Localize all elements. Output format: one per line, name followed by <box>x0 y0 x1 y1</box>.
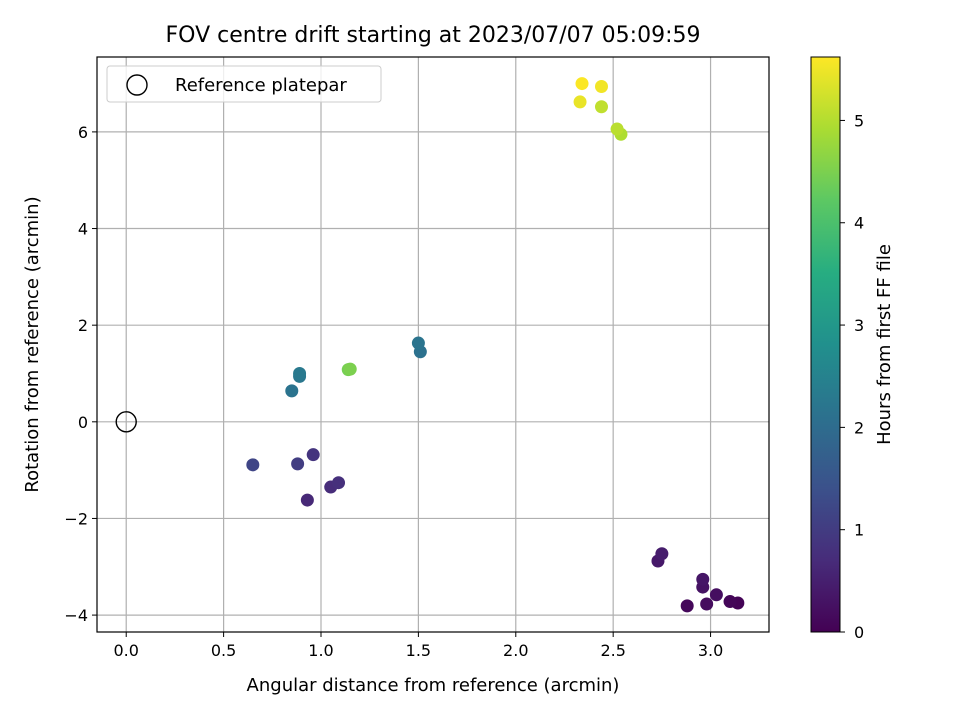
data-point <box>575 77 589 91</box>
data-point <box>293 366 307 380</box>
y-tick-label: −4 <box>64 606 88 625</box>
data-point <box>332 476 346 490</box>
y-tick-label: −2 <box>64 509 88 528</box>
chart-title: FOV centre drift starting at 2023/07/07 … <box>166 23 701 48</box>
y-tick-label: 2 <box>78 316 88 335</box>
y-tick-label: 4 <box>78 220 88 239</box>
data-points <box>246 77 745 613</box>
colorbar-tick-label: 0 <box>854 623 864 642</box>
colorbar-tick-label: 3 <box>854 316 864 335</box>
legend: Reference platepar <box>106 65 382 103</box>
data-point <box>300 493 314 507</box>
data-point <box>573 95 587 109</box>
data-point <box>291 457 305 471</box>
x-tick-label: 3.0 <box>698 641 723 660</box>
colorbar-tick-label: 2 <box>854 418 864 437</box>
data-point <box>594 100 608 114</box>
legend-box <box>106 65 382 103</box>
data-point <box>343 362 357 376</box>
y-tick-label: 6 <box>78 123 88 142</box>
colorbar-label: Hours from first FF file <box>874 244 895 445</box>
colorbar <box>810 56 841 633</box>
data-point <box>610 122 624 136</box>
y-axis-label: Rotation from reference (arcmin) <box>22 196 43 492</box>
x-tick-label: 2.0 <box>503 641 528 660</box>
plot-frame <box>96 56 770 633</box>
colorbar-tick-label: 4 <box>854 214 864 233</box>
data-point <box>411 336 425 350</box>
x-tick-label: 1.0 <box>308 641 333 660</box>
legend-label: Reference platepar <box>175 75 347 96</box>
grid-lines <box>97 57 769 632</box>
data-point <box>709 588 723 602</box>
reference-marker <box>115 411 137 433</box>
x-tick-label: 0.0 <box>113 641 138 660</box>
data-point <box>285 384 299 398</box>
data-point <box>594 79 608 93</box>
y-tick-label: 0 <box>78 413 88 432</box>
data-point <box>723 595 737 609</box>
data-point <box>696 572 710 586</box>
data-point <box>655 547 669 561</box>
legend-marker <box>126 74 148 96</box>
colorbar-ticks: 0 1 2 3 4 5 <box>840 111 864 642</box>
colorbar-tick-label: 1 <box>854 521 864 540</box>
data-point <box>700 597 714 611</box>
x-tick-label: 1.5 <box>406 641 431 660</box>
y-axis-ticks: −4 −2 0 2 4 6 <box>64 123 97 625</box>
x-tick-label: 0.5 <box>211 641 236 660</box>
data-point <box>680 599 694 613</box>
colorbar-tick-label: 5 <box>854 111 864 130</box>
x-tick-label: 2.5 <box>600 641 625 660</box>
reference-point <box>115 411 137 433</box>
data-point <box>246 458 260 472</box>
x-axis-label: Angular distance from reference (arcmin) <box>247 675 620 696</box>
x-axis-ticks: 0.0 0.5 1.0 1.5 2.0 2.5 3.0 <box>113 632 723 660</box>
data-point <box>306 448 320 462</box>
